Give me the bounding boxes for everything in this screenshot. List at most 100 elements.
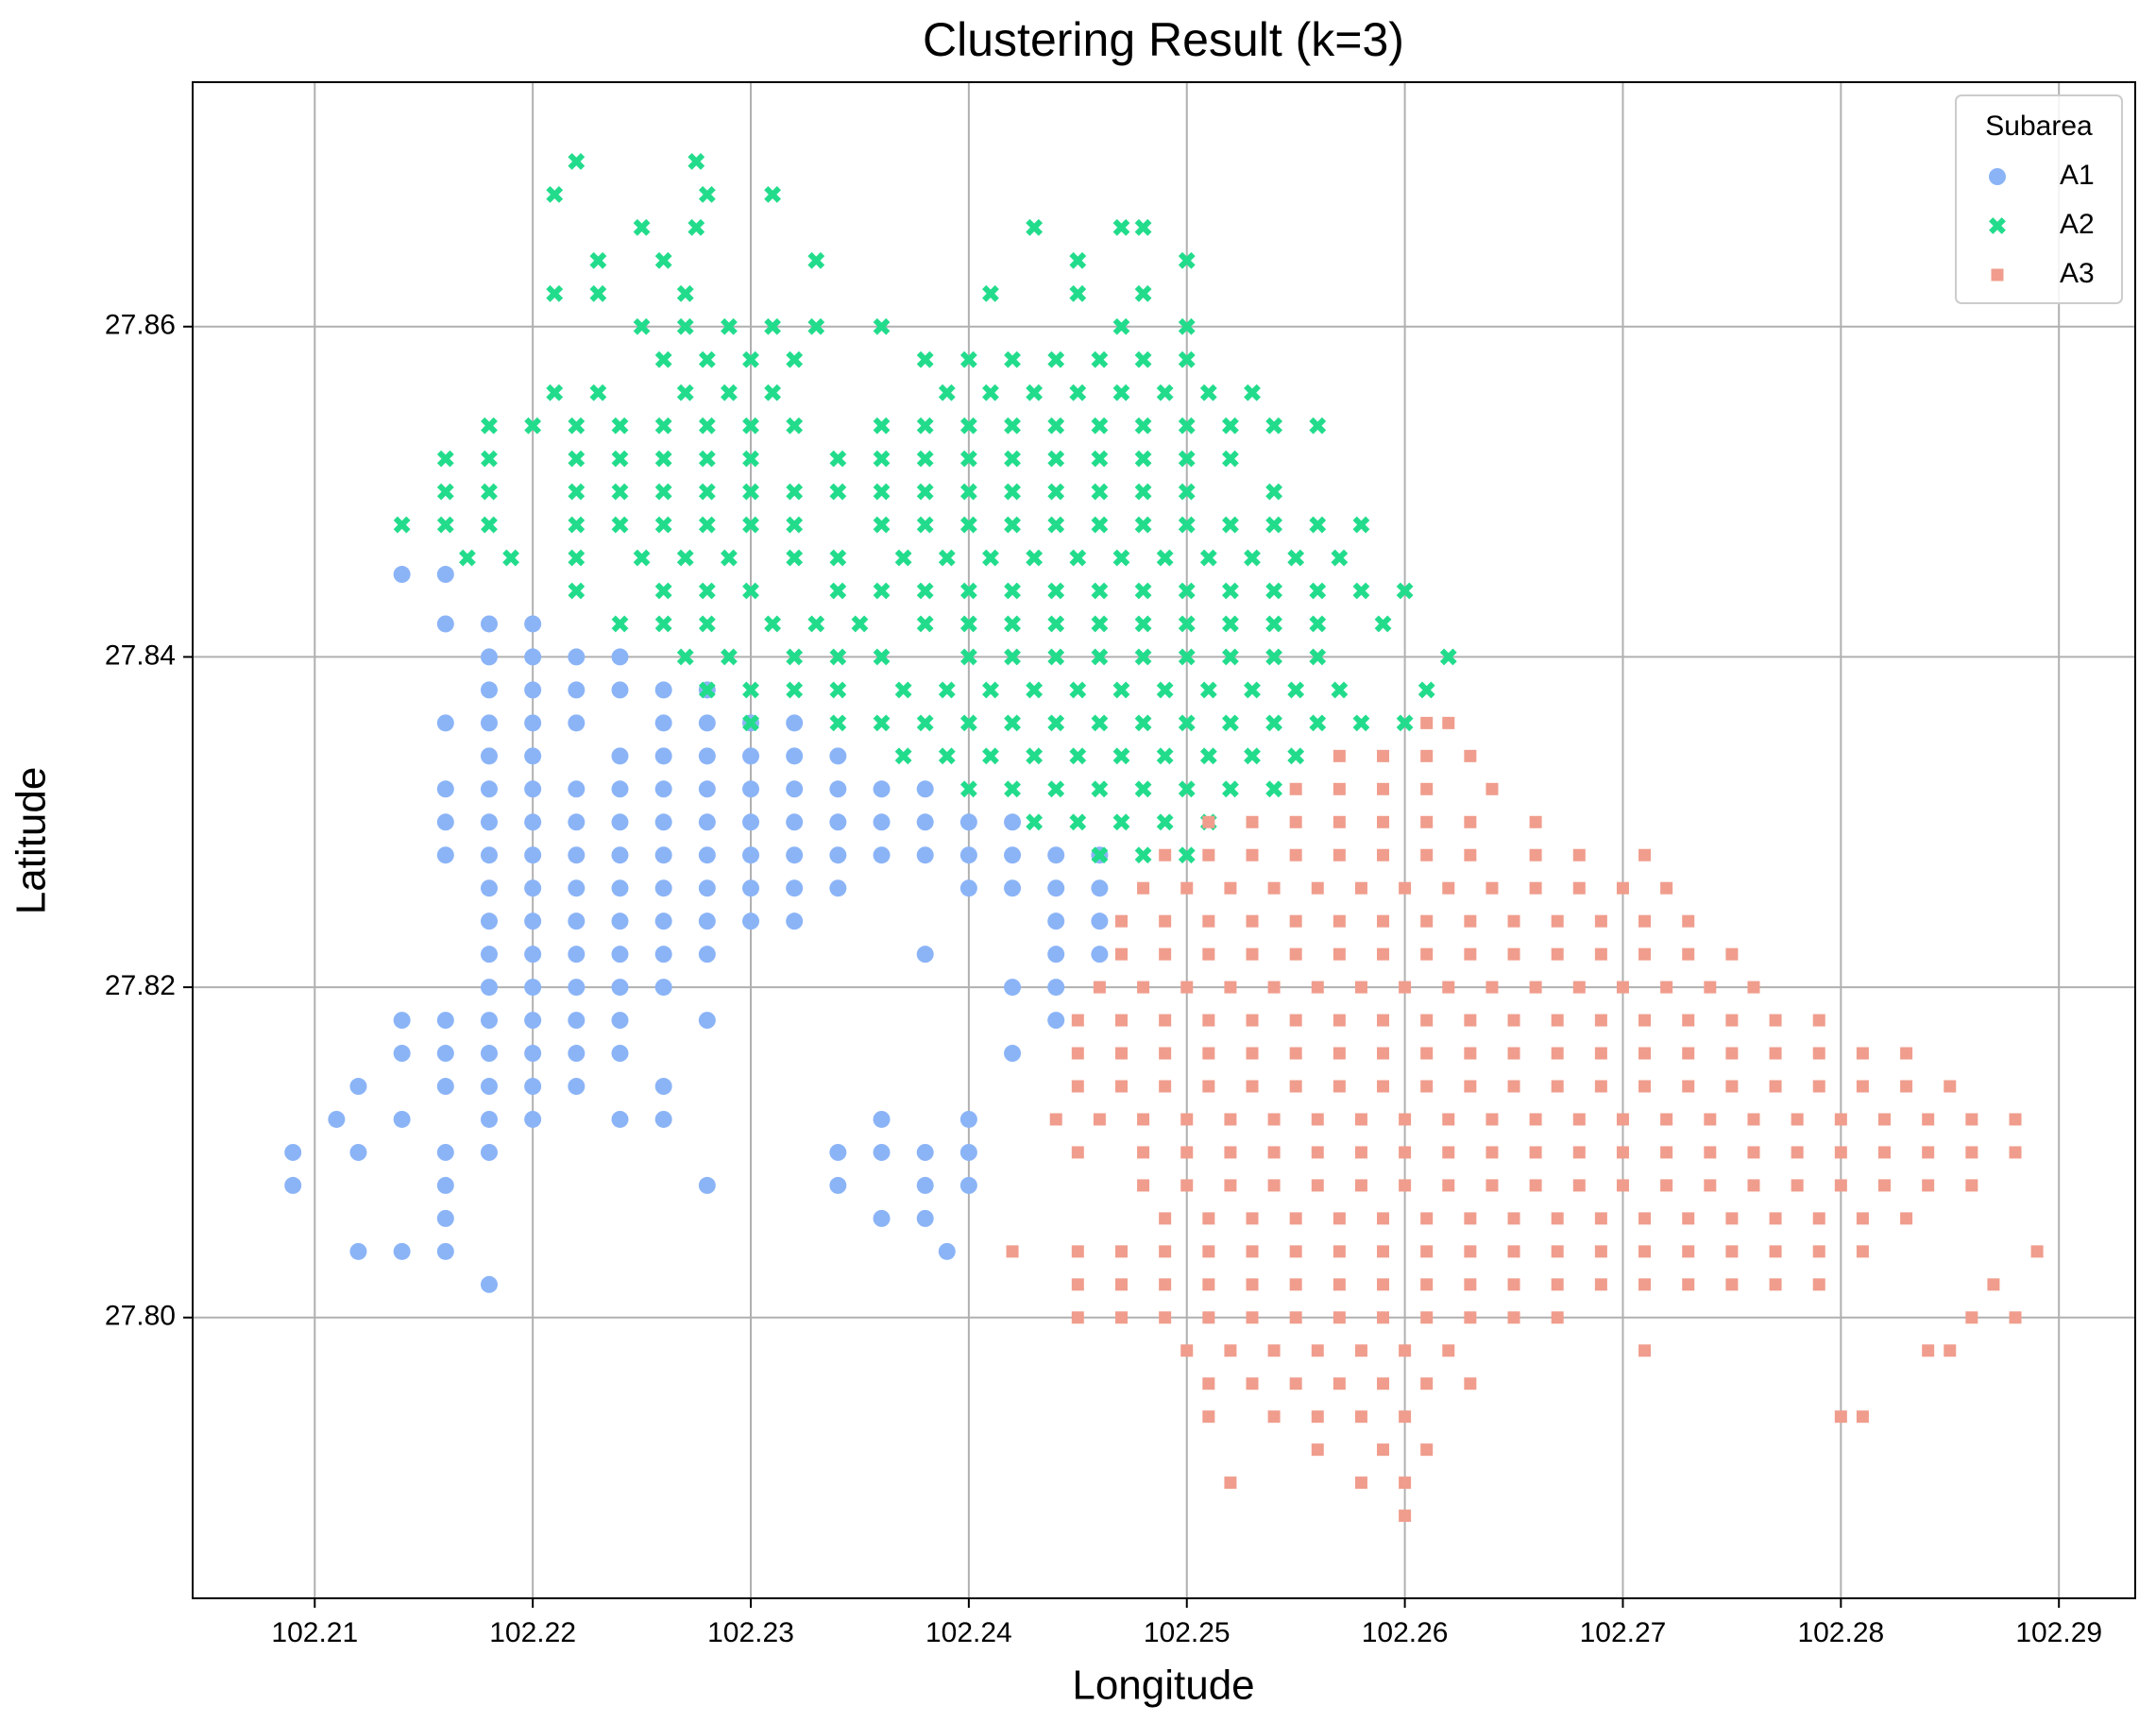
point — [1004, 979, 1022, 997]
chart-title: Clustering Result (k=3) — [923, 13, 1404, 66]
point — [1047, 450, 1065, 468]
point — [1114, 947, 1128, 961]
point — [524, 813, 542, 831]
point — [436, 1012, 454, 1030]
point — [1202, 1014, 1215, 1027]
point — [1221, 516, 1239, 534]
point — [611, 979, 629, 997]
point — [1224, 1113, 1237, 1126]
point — [1311, 1443, 1324, 1457]
point — [1221, 582, 1239, 600]
point — [1529, 1113, 1542, 1126]
point — [1004, 846, 1022, 864]
point — [436, 1078, 454, 1096]
point — [1006, 1245, 1019, 1258]
point — [1244, 549, 1261, 567]
point — [1464, 914, 1477, 928]
point — [1159, 1278, 1172, 1291]
point — [1660, 981, 1673, 994]
point — [1420, 749, 1434, 762]
x-tick-label: 102.28 — [1797, 1617, 1884, 1648]
point — [1202, 1212, 1215, 1225]
point — [1922, 1344, 1935, 1357]
point — [654, 714, 672, 732]
point — [1660, 1146, 1673, 1159]
point — [1267, 1113, 1281, 1126]
point — [764, 615, 782, 633]
point — [568, 516, 586, 534]
point — [1856, 1410, 1869, 1424]
point — [1529, 848, 1542, 862]
point — [1159, 1014, 1172, 1027]
point — [1333, 749, 1346, 762]
point — [480, 913, 498, 930]
point — [568, 483, 586, 501]
point — [959, 780, 977, 798]
point — [1224, 1146, 1237, 1159]
point — [1812, 1014, 1825, 1027]
grid: 102.21 102.22 102.23 102.24 102.25 102.26 102.… — [105, 82, 2135, 1648]
point — [1377, 914, 1390, 928]
point — [1047, 946, 1065, 964]
point — [1485, 981, 1499, 994]
point — [786, 483, 804, 501]
point — [524, 913, 542, 930]
point — [1202, 1245, 1215, 1258]
point — [1004, 648, 1021, 666]
point — [1287, 681, 1305, 699]
point — [698, 913, 716, 930]
point — [2030, 1245, 2044, 1258]
point — [611, 516, 629, 534]
point — [1442, 1113, 1455, 1126]
point — [1922, 1146, 1935, 1159]
point — [873, 1110, 891, 1128]
point — [589, 284, 607, 302]
point — [589, 384, 607, 401]
point — [1529, 1146, 1542, 1159]
point — [1377, 1014, 1390, 1027]
point — [1594, 1278, 1607, 1291]
point — [1616, 981, 1629, 994]
point — [1287, 549, 1305, 567]
point — [1638, 1047, 1652, 1060]
point — [1442, 1146, 1455, 1159]
point — [1026, 681, 1044, 699]
point — [1572, 981, 1586, 994]
point — [654, 946, 672, 964]
plot-frame — [192, 81, 2136, 1599]
y-tick-label: 27.86 — [105, 310, 176, 341]
point — [436, 780, 454, 798]
point — [1178, 483, 1196, 501]
point — [1333, 1278, 1346, 1291]
point — [1507, 1014, 1520, 1027]
point — [1420, 848, 1434, 862]
point — [829, 813, 847, 831]
point — [1134, 582, 1152, 600]
point — [1134, 846, 1152, 864]
point — [698, 450, 716, 468]
point — [1069, 284, 1087, 302]
point — [1420, 1245, 1434, 1258]
point — [1442, 716, 1455, 729]
point — [1004, 417, 1021, 435]
point — [959, 582, 977, 600]
point — [480, 979, 498, 997]
point — [1616, 1179, 1629, 1192]
point — [1354, 1476, 1367, 1490]
point — [829, 714, 847, 732]
point — [436, 483, 454, 501]
point — [1333, 848, 1346, 862]
point — [1221, 780, 1239, 798]
legend-marker — [1991, 268, 2004, 281]
point — [698, 780, 716, 798]
point — [436, 1045, 454, 1063]
point — [1704, 981, 1717, 994]
point — [982, 681, 999, 699]
point — [1442, 1344, 1455, 1357]
point — [1289, 947, 1302, 961]
point — [524, 417, 542, 435]
point — [721, 384, 738, 401]
point — [1178, 450, 1196, 468]
point — [436, 714, 454, 732]
point — [1572, 1113, 1586, 1126]
